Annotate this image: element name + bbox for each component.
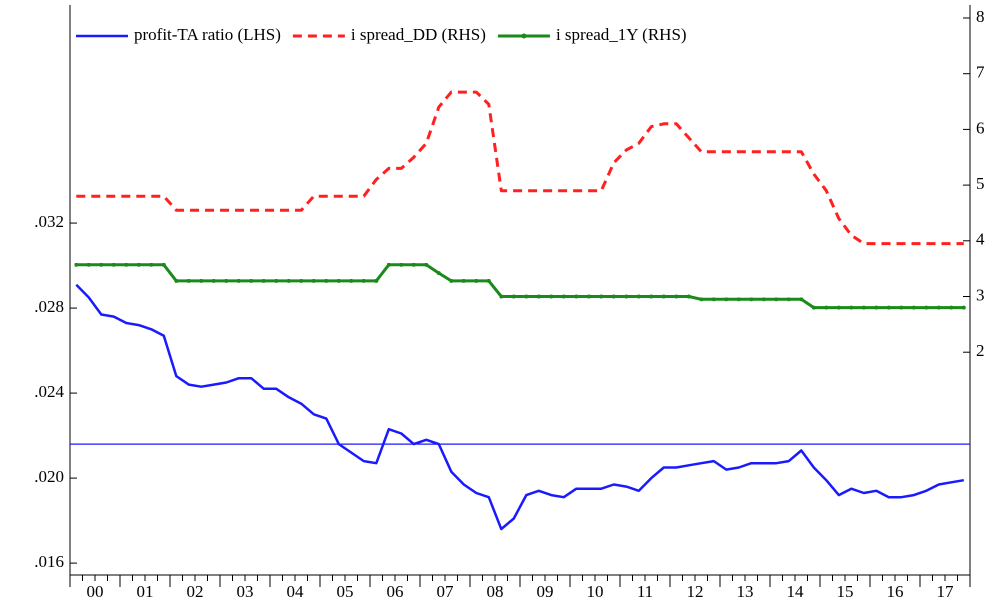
series-line <box>74 262 966 310</box>
x-tick-label: 10 <box>587 582 604 601</box>
legend-label: profit-TA ratio (LHS) <box>134 25 281 44</box>
x-tick-label: 09 <box>537 582 554 601</box>
x-tick-label: 13 <box>737 582 754 601</box>
x-tick-label: 07 <box>437 582 455 601</box>
y-tick-label: .020 <box>34 467 64 486</box>
series-line <box>75 283 965 531</box>
y-tick-label: .028 <box>34 297 64 316</box>
series-line <box>76 90 964 246</box>
x-tick-label: 05 <box>337 582 354 601</box>
y2-tick-label: 2 <box>976 341 985 360</box>
y-tick-label: .032 <box>34 212 64 231</box>
legend-marker <box>521 33 527 39</box>
x-tick-label: 04 <box>287 582 305 601</box>
x-tick-label: 11 <box>637 582 653 601</box>
x-tick-label: 00 <box>87 582 104 601</box>
y2-tick-label: 4 <box>976 230 985 249</box>
y-tick-label: .024 <box>34 382 64 401</box>
x-tick-label: 08 <box>487 582 504 601</box>
y2-tick-label: 5 <box>976 174 985 193</box>
x-tick-label: 17 <box>937 582 955 601</box>
y2-tick-label: 8 <box>976 7 985 26</box>
x-tick-label: 16 <box>887 582 904 601</box>
y2-tick-label: 6 <box>976 118 985 137</box>
legend-label: i spread_1Y (RHS) <box>556 25 687 44</box>
x-tick-label: 03 <box>237 582 254 601</box>
x-tick-label: 06 <box>387 582 404 601</box>
y2-tick-label: 7 <box>976 63 985 82</box>
x-tick-label: 02 <box>187 582 204 601</box>
x-tick-label: 01 <box>137 582 154 601</box>
x-tick-label: 14 <box>787 582 805 601</box>
y2-tick-label: 3 <box>976 285 985 304</box>
x-tick-label: 12 <box>687 582 704 601</box>
legend-label: i spread_DD (RHS) <box>351 25 486 44</box>
y-tick-label: .016 <box>34 552 64 571</box>
x-tick-label: 15 <box>837 582 854 601</box>
